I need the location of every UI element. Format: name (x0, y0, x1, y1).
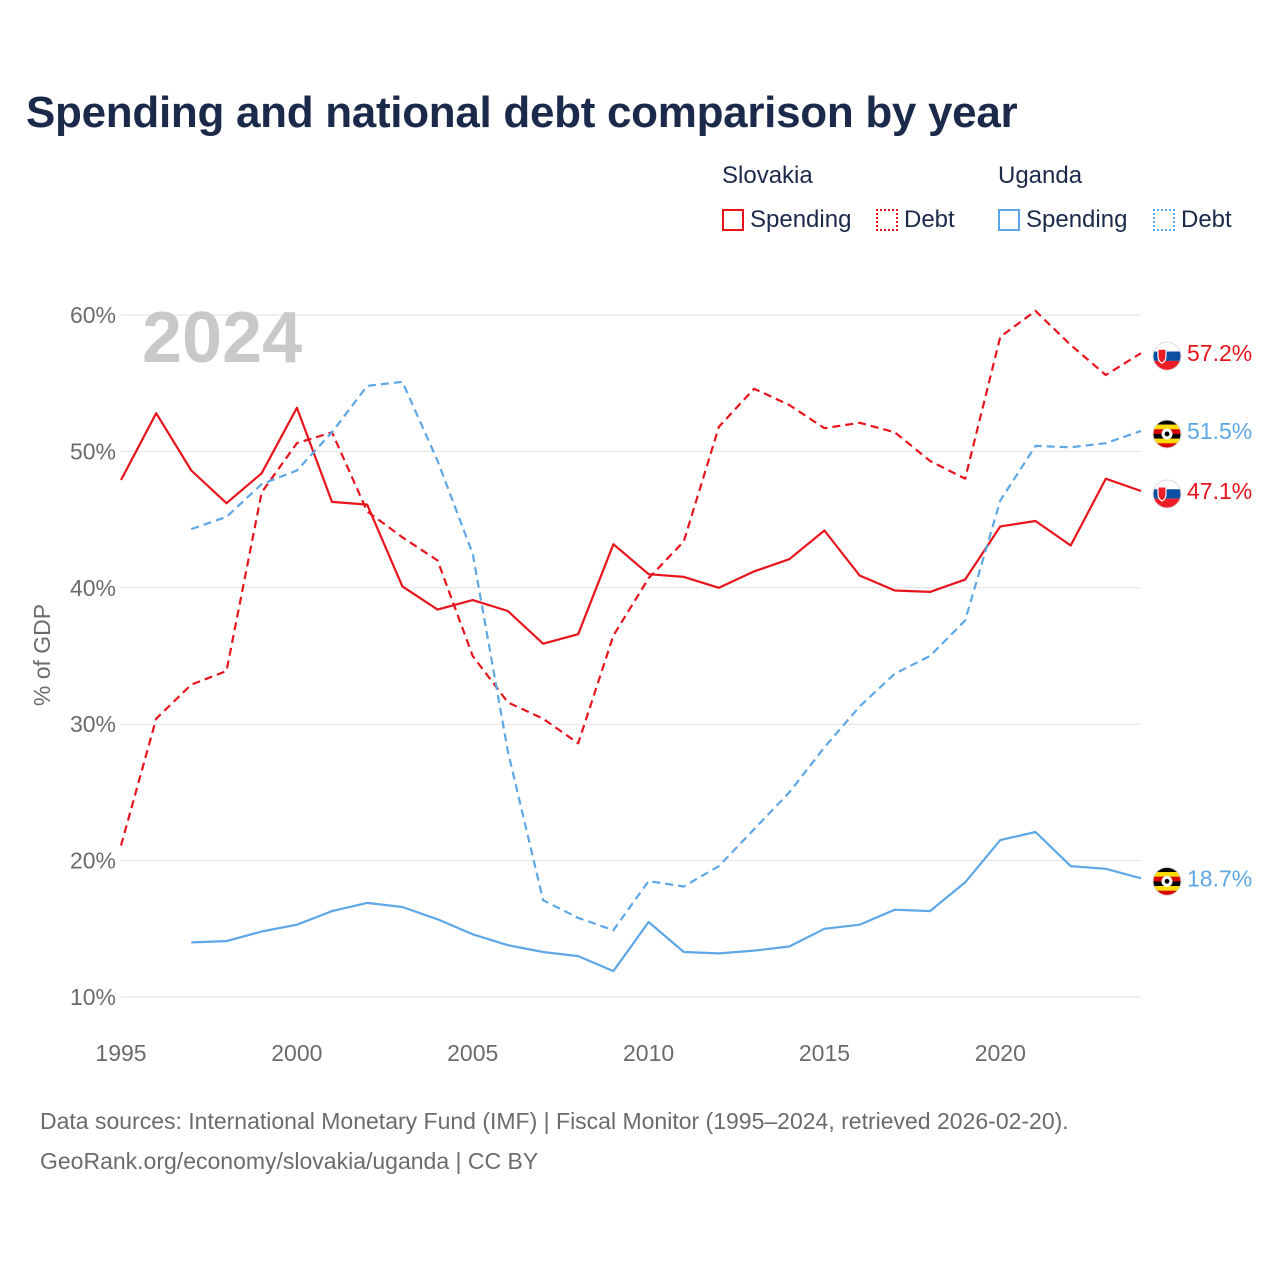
y-tick-label: 50% (70, 438, 116, 464)
legend-label: Debt (1181, 206, 1232, 233)
flag-emblem (1164, 431, 1170, 437)
footer-attribution: GeoRank.org/economy/slovakia/uganda | CC… (40, 1148, 539, 1174)
y-tick-label: 20% (70, 848, 116, 874)
chart-title: Spending and national debt comparison by… (26, 88, 1018, 137)
flag-outline (1152, 866, 1182, 896)
x-tick-label: 2005 (447, 1040, 498, 1066)
flag-stripe (1153, 886, 1181, 891)
flag-stripe (1153, 890, 1181, 896)
x-tick-label: 2000 (271, 1040, 322, 1066)
legend-swatch-dotted (876, 209, 898, 231)
x-tick-label: 2010 (623, 1040, 674, 1066)
legend-label: Spending (1026, 206, 1128, 233)
y-axis-label: % of GDP (29, 604, 55, 706)
flag-stripe (1153, 351, 1181, 361)
flag-stripes (1153, 342, 1181, 371)
legend-label: Spending (750, 206, 852, 233)
end-value-label: 18.7% (1187, 865, 1252, 891)
flag-icon-uganda (1152, 419, 1182, 449)
y-tick-label: 60% (70, 302, 116, 328)
flag-emblem (1157, 486, 1167, 502)
legend-label: Debt (904, 206, 955, 233)
legend-item-slovakia-debt[interactable]: Debt (876, 204, 955, 236)
flag-stripe (1153, 443, 1181, 448)
legend-swatch-solid (998, 209, 1020, 231)
flag-stripe (1153, 489, 1181, 499)
flag-stripe (1153, 498, 1181, 508)
flag-outline (1152, 341, 1182, 371)
legend-country-uganda: Uganda (998, 162, 1083, 189)
series-line-uganda-spending (191, 830, 1142, 973)
series-line-uganda-debt (190, 380, 1142, 932)
flag-stripe (1153, 872, 1181, 877)
legend-item-slovakia-spending[interactable]: Spending (722, 204, 851, 236)
flag-emblem (1157, 348, 1167, 364)
flag-outline (1152, 419, 1182, 449)
year-watermark: 2024 (142, 298, 302, 378)
legend-item-uganda-spending[interactable]: Spending (998, 204, 1127, 236)
flag-icon-uganda (1152, 866, 1182, 896)
end-value-label: 47.1% (1187, 478, 1252, 504)
flag-emblem (1164, 878, 1170, 884)
flag-stripe (1153, 479, 1181, 490)
x-tick-label: 2020 (975, 1040, 1026, 1066)
flag-stripe (1153, 360, 1181, 371)
end-value-label: 57.2% (1187, 340, 1252, 366)
legend-item-uganda-debt[interactable]: Debt (1153, 204, 1232, 236)
y-tick-label: 10% (70, 984, 116, 1010)
x-tick-label: 1995 (95, 1040, 146, 1066)
flag-stripe (1153, 424, 1181, 430)
y-tick-label: 30% (70, 711, 116, 737)
legend-country-slovakia: Slovakia (722, 162, 813, 189)
y-tick-label: 40% (70, 575, 116, 601)
series-line-slovakia-spending (120, 406, 1142, 645)
footer-sources: Data sources: International Monetary Fun… (40, 1108, 1069, 1134)
legend-swatch-solid (722, 209, 744, 231)
legend-swatch-dotted (1153, 209, 1175, 231)
end-value-label: 51.5% (1187, 418, 1252, 444)
line-chart: 10% 20% 30% 40% 50% 60% 1995 2000 2005 2010 2015 20… (29, 298, 1252, 1066)
flag-icon-slovakia (1152, 479, 1182, 509)
flag-stripes (1153, 479, 1181, 508)
flag-stripe (1153, 867, 1181, 873)
flag-outline (1152, 479, 1182, 509)
series-line-slovakia-debt (119, 309, 1142, 846)
flag-stripe (1153, 438, 1181, 444)
flag-stripe (1153, 419, 1181, 425)
x-tick-label: 2015 (799, 1040, 850, 1066)
flag-stripe (1153, 342, 1181, 353)
flag-icon-slovakia (1152, 341, 1182, 371)
